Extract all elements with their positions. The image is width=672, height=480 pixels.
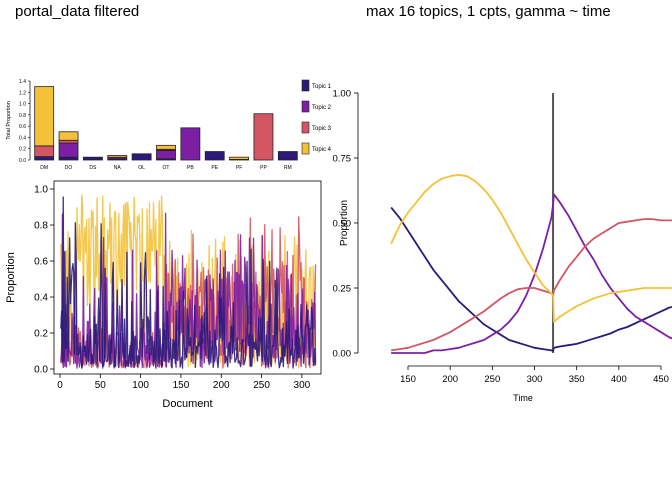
doc-x-tick-label: 200: [213, 380, 230, 391]
document-proportion-chart: 0 50 100 150 200 250 300 0.0 0.2 0.4 0.6 0.8 1.0 Docu…: [5, 180, 322, 410]
time-x-tick-label: 200: [442, 374, 458, 385]
legend-swatch-topic-1: [301, 79, 310, 92]
bar-DS-topic1: [83, 156, 103, 161]
bar-y-tick-label: 0.6: [19, 124, 26, 130]
bar-x-tick-label: NA: [114, 165, 122, 171]
doc-y-tick-label: 1.0: [34, 185, 48, 196]
doc-y-tick-label: 0.0: [34, 365, 48, 376]
doc-x-tick-label: 0: [57, 380, 63, 391]
time-line-topic-3: [390, 218, 672, 352]
bar-x-tick-label: RM: [284, 165, 292, 171]
doc-line-topic-1: [60, 196, 317, 369]
bar-DO-topic2: [58, 142, 79, 158]
legend-swatch-topic-2: [301, 100, 310, 113]
legend-swatch-topic-4: [301, 142, 310, 155]
legend-label-topic-1: Topic 1: [312, 84, 332, 90]
time-y-tick-label: 0.25: [333, 284, 352, 295]
stacked-bar-chart: DM DO DS NA OL OT PB PE PF PP RM 0.0 0.2 0.4 0.6 0.8 1.0…: [6, 79, 332, 171]
time-y-tick-label: 0.75: [333, 154, 352, 165]
bar-x-tick-label: PP: [260, 165, 267, 171]
time-y-tick-label: 1.00: [333, 89, 352, 100]
time-x-tick-label: 350: [569, 374, 585, 385]
bar-x-tick-label: OL: [138, 165, 145, 171]
legend-label-topic-4: Topic 4: [312, 147, 332, 153]
doc-y-tick-label: 0.4: [34, 293, 48, 304]
bar-OT-topic4: [156, 144, 176, 150]
bar-x-tick-label: PE: [211, 165, 218, 171]
bar-OL-topic1: [131, 153, 152, 161]
bar-OT-topic2: [156, 150, 176, 160]
doc-x-tick-label: 300: [294, 380, 311, 391]
time-x-axis-label: Time: [513, 393, 533, 403]
bar-DM-topic4: [34, 86, 55, 147]
bar-DO-topic1: [58, 156, 79, 161]
doc-x-tick-label: 250: [253, 380, 270, 391]
bar-DM-topic3: [34, 145, 55, 158]
bar-DM-topic1: [34, 156, 55, 161]
bar-PP-topic3: [253, 113, 274, 161]
time-line-topic-4: [390, 174, 672, 323]
legend-swatch-topic-3: [301, 121, 310, 134]
bar-y-tick-label: 0.2: [19, 147, 26, 153]
bar-y-axis-label: Total Proportion: [6, 101, 12, 140]
doc-y-tick-label: 0.6: [34, 257, 48, 268]
doc-plot-frame: [53, 180, 322, 375]
time-proportion-chart: 150 200 250 300 350 400 450 0.00 0.25 0.50 0.75 1.0…: [333, 89, 672, 403]
time-x-tick-label: 250: [484, 374, 500, 385]
legend-label-topic-3: Topic 3: [312, 126, 332, 132]
doc-x-tick-label: 150: [173, 380, 190, 391]
time-x-tick-label: 150: [400, 374, 416, 385]
bar-y-tick-label: 1.2: [19, 90, 26, 96]
bar-x-tick-label: DS: [89, 165, 97, 171]
left-title: portal_data filtered: [15, 3, 139, 20]
bar-PE-topic1: [204, 151, 225, 161]
bar-y-tick-label: 1.0: [19, 102, 26, 108]
bar-x-tick-label: PF: [236, 165, 242, 171]
bar-y-tick-label: 0.4: [19, 135, 26, 141]
bar-DO-topic4: [58, 131, 79, 141]
doc-x-axis-label: Document: [162, 398, 212, 410]
doc-y-axis-label: Proportion: [5, 252, 17, 303]
time-y-axis-label: Proportion: [339, 200, 350, 246]
bar-PF-topic4: [229, 156, 249, 160]
time-y-tick-label: 0.00: [333, 349, 352, 360]
bar-x-tick-label: PB: [187, 165, 194, 171]
bar-x-tick-label: OT: [163, 165, 170, 171]
time-line-topic-2: [391, 193, 672, 354]
right-title: max 16 topics, 1 cpts, gamma ~ time: [366, 3, 611, 20]
bar-NA-topic4: [107, 155, 128, 158]
time-x-tick-label: 450: [653, 374, 669, 385]
bar-y-tick-label: 0.8: [19, 113, 26, 119]
doc-y-tick-label: 0.2: [34, 329, 48, 340]
time-x-tick-label: 400: [611, 374, 627, 385]
doc-x-tick-label: 50: [95, 380, 107, 391]
time-y-tick-label: 0.50: [333, 219, 352, 230]
bar-y-tick-label: 0.0: [19, 158, 26, 164]
bar-RM-topic1: [277, 151, 298, 161]
legend-label-topic-2: Topic 2: [312, 105, 332, 111]
bar-PB-topic2: [180, 127, 201, 161]
bar-y-tick-label: 1.4: [19, 79, 26, 85]
bar-x-tick-label: DO: [65, 165, 73, 171]
time-x-tick-label: 300: [527, 374, 543, 385]
doc-x-tick-label: 100: [132, 380, 149, 391]
bar-DO-topic3: [58, 139, 79, 144]
doc-y-tick-label: 0.8: [34, 221, 48, 232]
bar-x-tick-label: DM: [40, 165, 48, 171]
time-line-topic-1: [390, 206, 672, 352]
